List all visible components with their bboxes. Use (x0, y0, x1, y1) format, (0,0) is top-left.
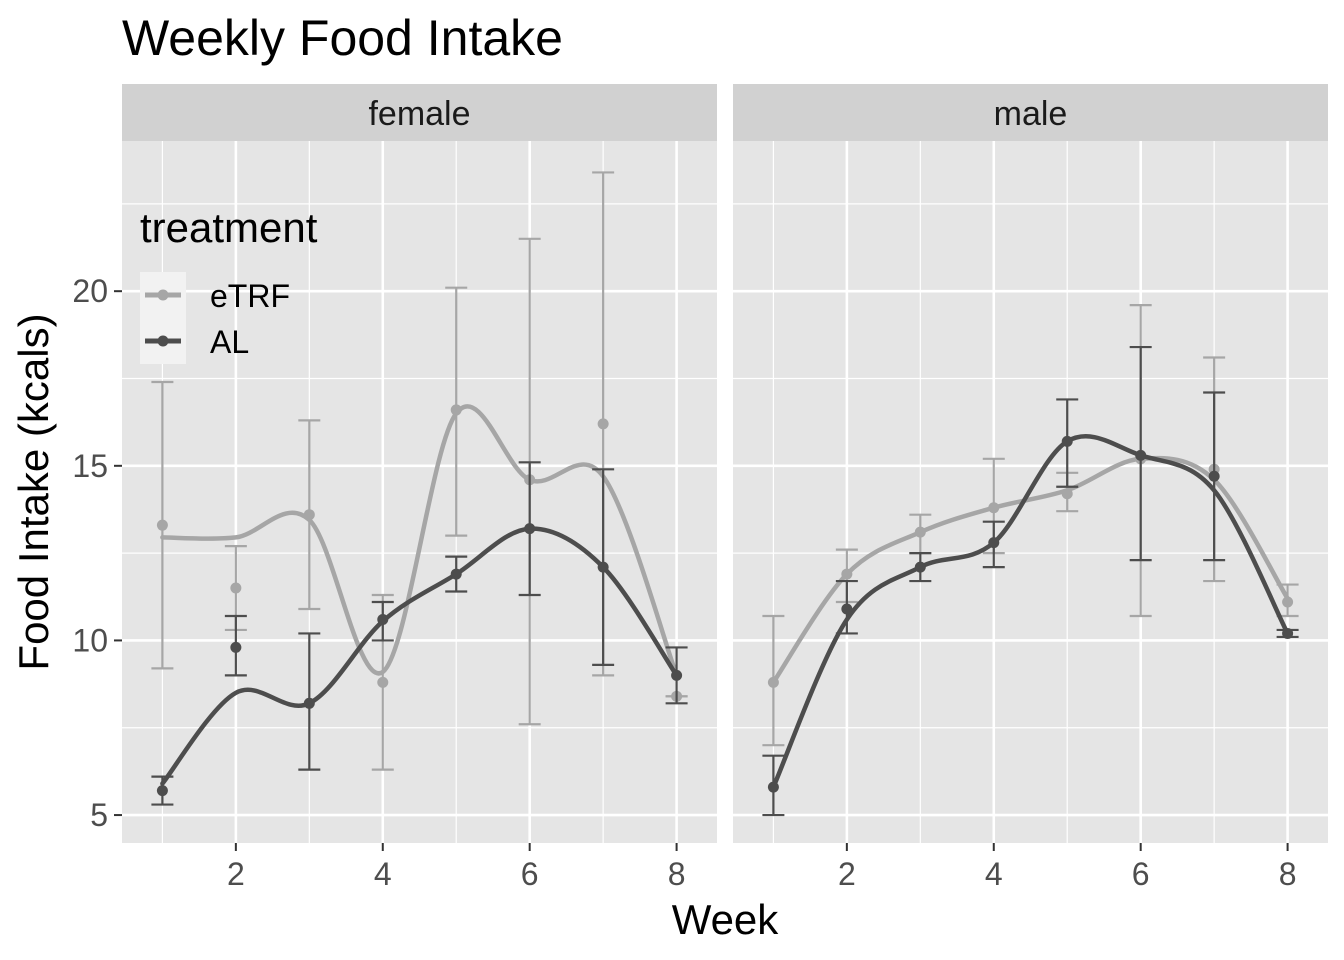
data-point-etrf (914, 526, 926, 538)
strip-label-female: female (368, 95, 470, 133)
series-al-female (151, 461, 688, 806)
data-point-al (377, 613, 389, 625)
data-point-al (1061, 435, 1073, 447)
panel-female: female 2 4 6 8 (122, 84, 717, 892)
series-line-al (771, 434, 1290, 790)
x-tick-label: 4 (374, 856, 392, 892)
data-point-al (841, 603, 853, 615)
legend-label-al: AL (210, 324, 249, 360)
data-point-etrf (156, 519, 168, 531)
x-tick-label: 6 (521, 856, 539, 892)
panel-background-female (122, 141, 717, 843)
legend-point-etrf (157, 289, 169, 301)
x-axis-title: Week (672, 896, 780, 943)
legend: treatment eTRF AL (140, 204, 318, 364)
legend-point-al (157, 335, 169, 347)
x-tick-label: 4 (985, 856, 1003, 892)
data-point-etrf (1282, 596, 1294, 608)
data-point-al (597, 561, 609, 573)
y-tick-label: 20 (72, 273, 108, 309)
panels: female 2 4 6 8 male 2 4 6 8 (122, 84, 1328, 892)
strip-male (733, 84, 1328, 141)
chart-title: Weekly Food Intake (122, 10, 563, 66)
x-tick-label: 2 (227, 856, 245, 892)
data-point-etrf (1061, 488, 1073, 500)
x-tick-label: 6 (1132, 856, 1150, 892)
y-axis-title: Food Intake (kcals) (10, 313, 57, 670)
data-point-al (1135, 449, 1147, 461)
y-tick-label: 5 (90, 797, 108, 833)
data-point-al (524, 523, 536, 535)
data-point-etrf (988, 502, 1000, 514)
data-point-al (1208, 470, 1220, 482)
data-point-etrf (377, 676, 389, 688)
data-point-etrf (230, 582, 242, 594)
data-point-al (767, 781, 779, 793)
legend-title: treatment (140, 204, 318, 251)
data-point-al (914, 561, 926, 573)
data-point-etrf (597, 418, 609, 430)
strip-female (122, 84, 717, 141)
panel-male: male 2 4 6 8 (733, 84, 1328, 892)
data-point-al (671, 669, 683, 681)
data-point-etrf (303, 509, 315, 521)
data-point-al (156, 785, 168, 797)
data-point-al (303, 697, 315, 709)
legend-label-etrf: eTRF (210, 278, 290, 314)
data-point-al (450, 568, 462, 580)
data-point-al (988, 537, 1000, 549)
x-tick-label: 8 (668, 856, 686, 892)
data-point-al (1282, 627, 1294, 639)
series-al-male (762, 345, 1299, 817)
y-tick-label: 10 (72, 622, 108, 658)
y-axis: 5 10 15 20 (72, 273, 122, 833)
data-point-etrf (767, 676, 779, 688)
strip-label-male: male (994, 95, 1068, 133)
x-tick-label: 2 (838, 856, 856, 892)
data-point-etrf (450, 404, 462, 416)
x-tick-label: 8 (1279, 856, 1297, 892)
y-tick-label: 15 (72, 448, 108, 484)
data-point-al (230, 641, 242, 653)
data-point-etrf (841, 568, 853, 580)
